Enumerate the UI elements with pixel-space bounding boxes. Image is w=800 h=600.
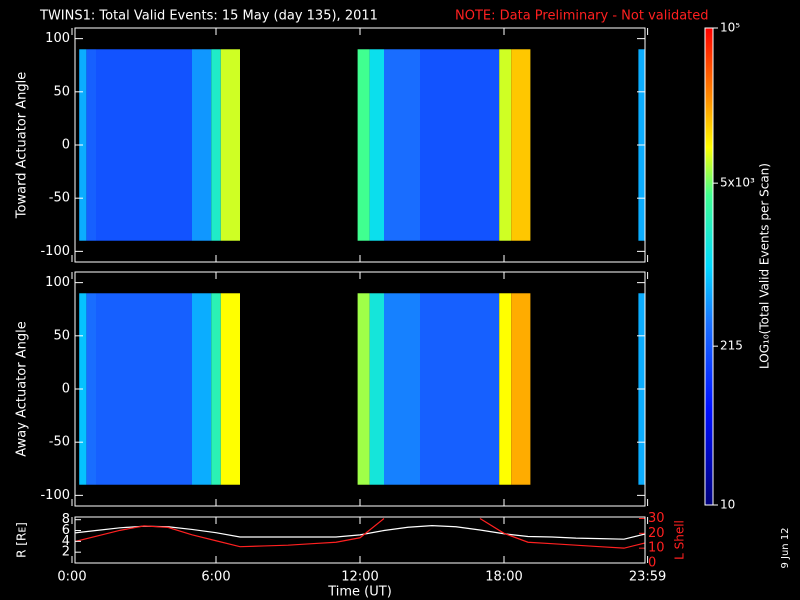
heat-strip	[211, 293, 221, 485]
series-line	[75, 525, 645, 540]
y-tick-label: 8	[62, 512, 70, 527]
heat-strip	[369, 293, 384, 485]
y2-tick-label: 20	[648, 526, 665, 541]
heat-strip	[86, 293, 96, 485]
y2-axis-label: L Shell	[673, 520, 687, 560]
colorbar	[704, 27, 714, 506]
y-tick-label: -100	[40, 488, 70, 503]
y2-tick-label: 10	[648, 541, 665, 556]
plot-area	[79, 293, 645, 485]
heat-strip	[499, 293, 512, 485]
colorbar-tick-label: 10⁵	[720, 21, 740, 35]
heat-strip	[96, 293, 192, 485]
y-tick-label: 0	[62, 138, 70, 153]
heat-strip	[499, 49, 512, 241]
note: NOTE: Data Preliminary - Not validated	[455, 9, 709, 24]
heat-strip	[384, 49, 420, 241]
y-tick-label: -100	[40, 244, 70, 259]
heat-strip	[220, 49, 240, 241]
plot-area	[75, 517, 645, 549]
x-axis-label: Time (UT)	[327, 585, 392, 600]
y-tick-label: 0	[62, 382, 70, 397]
colorbar-tick-label: 10	[720, 498, 735, 512]
heat-strip	[220, 293, 240, 485]
heat-strip	[511, 49, 531, 241]
y-tick-label: 6	[62, 523, 70, 538]
heat-strip	[511, 293, 531, 485]
x-tick-label: 18:00	[485, 570, 522, 585]
y-tick-label: 50	[53, 328, 70, 343]
y-tick-label: -50	[49, 191, 70, 206]
y-axis-label: Toward Actuator Angle	[15, 72, 30, 219]
y2-tick-label: 0	[648, 556, 656, 571]
y-tick-label: 4	[62, 534, 70, 549]
y-axis-label: Away Actuator Angle	[15, 321, 30, 456]
x-tick-label: 23:59	[629, 570, 666, 585]
x-tick-label: 0:00	[57, 570, 86, 585]
y-tick-label: 50	[53, 84, 70, 99]
x-tick-label: 6:00	[201, 570, 230, 585]
colorbar-tick-label: 5x10³	[720, 176, 755, 190]
y-tick-label: 100	[45, 31, 70, 46]
heat-strip	[86, 49, 96, 241]
plot-area	[79, 49, 645, 241]
y-tick-label: 100	[45, 275, 70, 290]
y-axis-label: R [Rᴇ]	[15, 522, 29, 558]
heat-strip	[192, 293, 212, 485]
colorbar-label: LOG₁₀(Total Valid Events per Scan)	[758, 163, 772, 369]
heat-strip	[420, 293, 500, 485]
x-tick-label: 12:00	[341, 570, 378, 585]
heat-strip	[357, 49, 370, 241]
heat-strip	[369, 49, 384, 241]
title: TWINS1: Total Valid Events: 15 May (day …	[39, 9, 378, 24]
series-line	[75, 517, 645, 549]
colorbar-tick-label: 215	[720, 339, 743, 353]
heat-strip	[96, 49, 192, 241]
y-tick-label: -50	[49, 435, 70, 450]
heat-strip	[211, 49, 221, 241]
heat-strip	[384, 293, 420, 485]
y2-tick-label: 30	[648, 511, 665, 526]
date-stamp: 9 Jun 12	[780, 527, 791, 568]
y-tick-label: 2	[62, 545, 70, 560]
heat-strip	[420, 49, 500, 241]
heat-strip	[192, 49, 212, 241]
heat-strip	[357, 293, 370, 485]
